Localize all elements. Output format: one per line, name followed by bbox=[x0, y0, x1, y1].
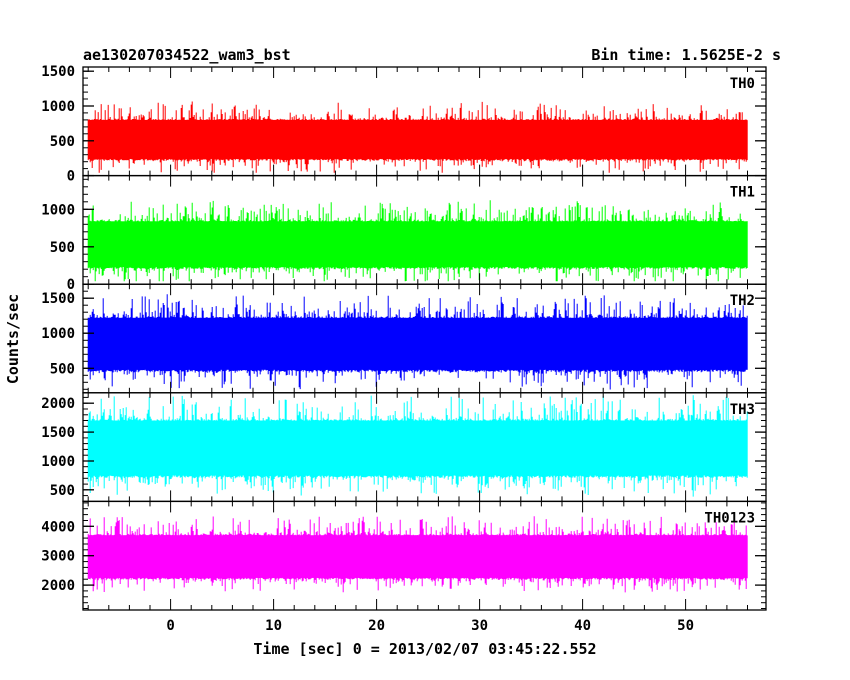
x-axis-title: Time [sec] 0 = 2013/02/07 03:45:22.552 bbox=[253, 640, 596, 658]
y-tick-label: 500 bbox=[50, 240, 75, 256]
y-tick-label: 500 bbox=[50, 134, 75, 150]
y-axis-title: Counts/sec bbox=[4, 294, 22, 384]
lightcurve-th3 bbox=[87, 395, 748, 497]
y-tick-label: 1000 bbox=[41, 454, 75, 470]
panel-label-th0: TH0 bbox=[730, 76, 755, 92]
y-tick-label: 1500 bbox=[41, 291, 75, 307]
x-tick-label: 20 bbox=[368, 618, 385, 634]
y-tick-label: 1000 bbox=[41, 99, 75, 115]
panel-label-th0123: TH0123 bbox=[704, 510, 755, 526]
lightcurve-th0123 bbox=[87, 516, 748, 593]
panel-label-th3: TH3 bbox=[730, 402, 755, 418]
x-tick-label: 10 bbox=[265, 618, 282, 634]
x-tick-label: 0 bbox=[166, 618, 174, 634]
lightcurve-th0 bbox=[87, 101, 748, 173]
lightcurve-th2 bbox=[87, 294, 748, 390]
lightcurve-th1 bbox=[87, 200, 748, 282]
y-tick-label: 500 bbox=[50, 483, 75, 499]
y-tick-label: 500 bbox=[50, 361, 75, 377]
y-tick-label: 1000 bbox=[41, 202, 75, 218]
y-tick-label: 2000 bbox=[41, 578, 75, 594]
x-tick-label: 50 bbox=[677, 618, 694, 634]
y-tick-label: 4000 bbox=[41, 519, 75, 535]
x-tick-labels: 0 10 20 30 40 50 bbox=[166, 618, 694, 634]
y-tick-label: 1500 bbox=[41, 64, 75, 80]
plot-title: ae130207034522_wam3_bst bbox=[83, 46, 291, 64]
panel-label-th2: TH2 bbox=[730, 293, 755, 309]
panel-label-th1: TH1 bbox=[730, 185, 755, 201]
bin-time-label: Bin time: 1.5625E-2 s bbox=[591, 46, 781, 64]
y-tick-label: 2000 bbox=[41, 396, 75, 412]
y-tick-label: 0 bbox=[67, 277, 75, 293]
x-tick-label: 30 bbox=[471, 618, 488, 634]
x-tick-label: 40 bbox=[574, 618, 591, 634]
y-tick-label: 1500 bbox=[41, 425, 75, 441]
y-tick-label: 1000 bbox=[41, 326, 75, 342]
y-tick-label: 0 bbox=[67, 169, 75, 185]
y-tick-label: 3000 bbox=[41, 549, 75, 565]
panels-group: 0 500 1000 1500 TH0 0 500 1000 TH1 500 1000 1500 TH2… bbox=[41, 64, 767, 611]
